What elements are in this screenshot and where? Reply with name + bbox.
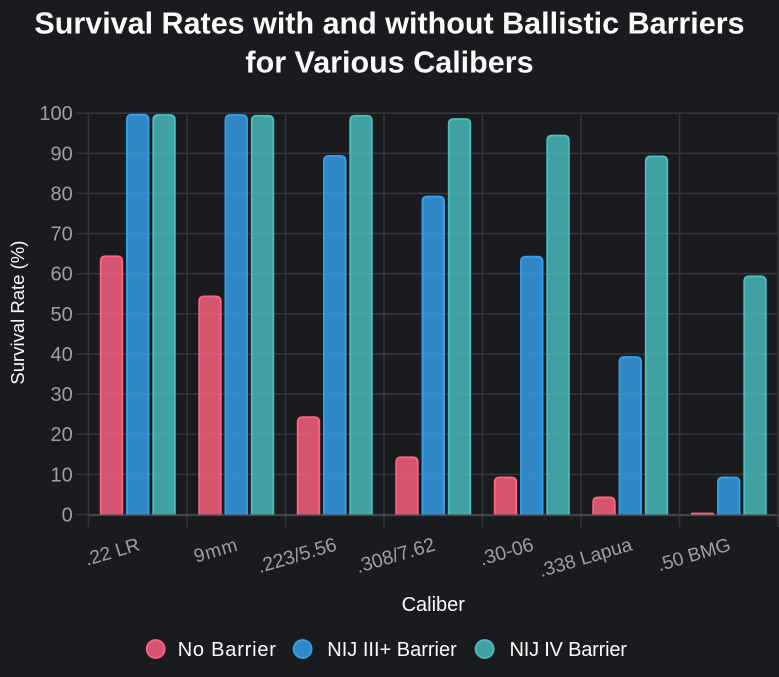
svg-text:NIJ IV Barrier: NIJ IV Barrier xyxy=(510,639,628,661)
svg-text:for Various Calibers: for Various Calibers xyxy=(245,45,533,79)
svg-text:Survival Rate (%): Survival Rate (%) xyxy=(7,241,28,385)
svg-text:70: 70 xyxy=(51,224,73,246)
svg-text:40: 40 xyxy=(51,344,73,366)
svg-text:NIJ III+ Barrier: NIJ III+ Barrier xyxy=(327,639,457,661)
svg-text:20: 20 xyxy=(51,424,73,446)
svg-text:50: 50 xyxy=(51,304,73,326)
svg-text:No Barrier: No Barrier xyxy=(178,639,277,661)
svg-text:80: 80 xyxy=(51,183,73,205)
svg-text:90: 90 xyxy=(51,143,73,165)
svg-text:Survival Rates with and withou: Survival Rates with and without Ballisti… xyxy=(34,6,744,40)
svg-text:10: 10 xyxy=(51,464,73,486)
svg-text:30: 30 xyxy=(51,384,73,406)
svg-text:60: 60 xyxy=(51,264,73,286)
svg-text:0: 0 xyxy=(62,505,73,527)
svg-text:Caliber: Caliber xyxy=(402,594,466,616)
svg-text:100: 100 xyxy=(39,103,72,125)
